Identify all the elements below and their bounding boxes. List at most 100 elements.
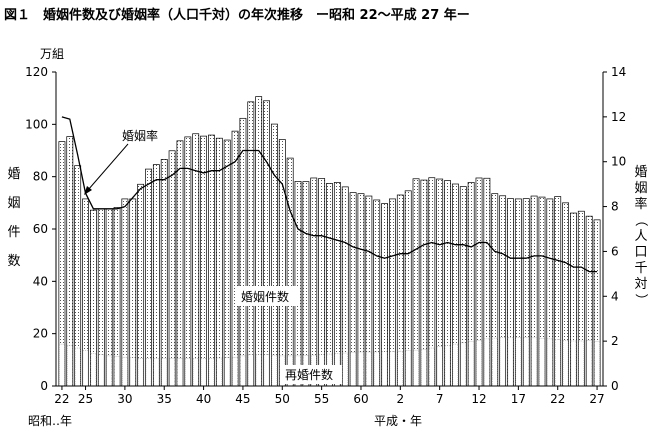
remarriage-bar: [499, 337, 506, 387]
left-tick-label: 40: [33, 274, 48, 288]
remarriage-bar: [381, 351, 388, 387]
remarriage-bar: [185, 358, 191, 387]
remarriage-bar: [547, 338, 553, 387]
showa-era-label: 昭和‥年: [28, 414, 72, 428]
left-y-axis-label: 婚姻件数: [7, 167, 20, 269]
remarriage-bar: [106, 355, 112, 387]
right-y-label-char: 人: [634, 229, 647, 244]
remarriage-bar: [342, 352, 349, 387]
remarriage-bar: [192, 358, 199, 387]
remarriage-bar: [177, 358, 183, 387]
left-tick-label: 100: [25, 117, 48, 131]
left-unit-label: 万組: [40, 47, 64, 61]
marriage-bar: [247, 101, 255, 387]
left-y-label-char: 婚: [7, 167, 20, 182]
x-tick-label: 22: [54, 392, 69, 406]
remarriage-bar: [405, 350, 411, 387]
marriage-bar: [145, 168, 152, 387]
right-tick-label: 14: [611, 65, 626, 79]
remarriage-bar: [74, 347, 81, 387]
remarriage-bar: [224, 357, 230, 387]
marriage-bar: [255, 96, 263, 387]
remarriage-bar: [271, 354, 278, 387]
remarriage-bar: [67, 345, 73, 387]
right-tick-label: 4: [611, 289, 619, 303]
marriage-bar: [168, 150, 176, 387]
remarriage-bar: [248, 354, 254, 387]
marriage-bar: [176, 140, 184, 387]
remarriage-bar: [476, 340, 482, 387]
remarriage-bar: [421, 349, 427, 387]
right-y-label-char: 対: [634, 277, 647, 292]
remarriage-bar: [208, 358, 215, 387]
marriage-rate-line: [61, 116, 598, 273]
marriages-label-background: [236, 286, 298, 306]
x-tick-label: 45: [235, 392, 250, 406]
marriage-bar: [208, 134, 215, 387]
remarriage-bar: [90, 353, 97, 387]
marriage-rate-leader-line: [87, 143, 129, 191]
remarriage-bar: [578, 340, 585, 387]
remarriage-bar: [232, 357, 238, 387]
right-tick-label: 12: [611, 110, 626, 124]
remarriage-bar: [436, 346, 443, 387]
left-tick-label: 60: [33, 222, 48, 236]
remarriage-bar: [122, 357, 128, 387]
left-tick-label: 80: [33, 170, 48, 184]
marriage-bar: [184, 136, 192, 387]
marriage-bar: [137, 183, 145, 387]
remarriage-bar: [515, 337, 522, 387]
remarriage-bar: [59, 343, 65, 387]
marriage-rate-label: 婚姻率: [122, 128, 158, 143]
marriage-bar: [231, 130, 239, 387]
remarriage-bar: [82, 350, 89, 387]
x-tick-label: 25: [78, 392, 93, 406]
x-tick-label: 35: [157, 392, 172, 406]
remarriage-bar: [429, 347, 435, 387]
remarriage-bar: [523, 337, 530, 387]
remarriage-bar: [389, 351, 396, 387]
remarriage-bar: [358, 351, 364, 387]
remarriage-bar: [570, 340, 577, 387]
marriage-bar: [263, 100, 270, 387]
marriage-bar: [160, 159, 168, 387]
left-y-label-char: 件: [7, 225, 20, 240]
right-y-label-char: ）: [633, 293, 648, 306]
right-y-axis-label: 婚姻率（ 人口千対）: [633, 165, 648, 307]
right-y-label-char: 姻: [634, 181, 647, 196]
marriage-bar: [223, 139, 231, 387]
remarriage-bar: [444, 345, 451, 387]
left-y-ticks: 0 20 40 60 80 100 120: [25, 65, 56, 393]
x-tick-label: 17: [511, 392, 526, 406]
marriage-bar: [152, 164, 160, 387]
marriage-bar: [278, 139, 286, 387]
remarriage-bar: [216, 357, 223, 387]
remarriage-bar: [169, 358, 175, 387]
left-y-label-char: 姻: [7, 196, 20, 211]
marriages-label-box: 婚姻件数: [236, 286, 298, 306]
right-tick-label: 2: [611, 334, 619, 348]
heisei-era-label: 平成・年: [374, 414, 422, 428]
x-tick-label: 30: [117, 392, 132, 406]
marriages-label: 婚姻件数: [241, 289, 289, 304]
remarriage-bar: [562, 340, 569, 387]
marriage-bar: [302, 181, 310, 387]
remarriage-bar: [554, 339, 561, 387]
x-tick-label: 50: [275, 392, 290, 406]
remarriage-bar: [397, 350, 404, 387]
right-y-label-char: 口: [634, 245, 647, 260]
remarriage-bar: [350, 352, 356, 387]
remarriage-bar: [484, 338, 490, 387]
remarriage-bar: [129, 357, 136, 387]
remarriages-label-background: [280, 365, 342, 384]
marriage-bar: [270, 123, 278, 387]
remarriage-bar: [366, 351, 372, 387]
right-y-label-char: （: [633, 213, 648, 226]
line-layer: [61, 116, 598, 273]
right-tick-label: 0: [611, 379, 619, 393]
marriage-bar: [310, 177, 318, 387]
remarriage-bar: [240, 355, 246, 387]
right-y-label-char: 千: [634, 261, 647, 276]
remarriage-bar: [137, 358, 144, 387]
remarriage-bar: [468, 341, 474, 387]
